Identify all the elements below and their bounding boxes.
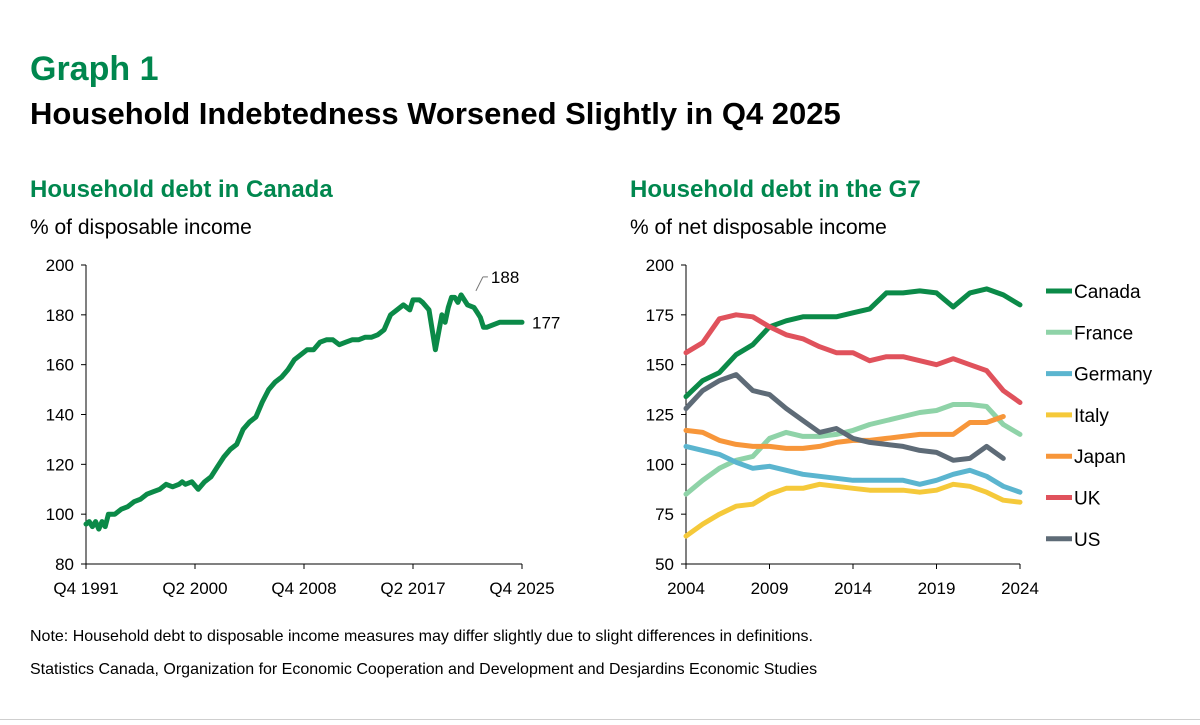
y-tick-label: 180 <box>46 306 74 325</box>
annotation-leader <box>475 276 484 292</box>
series-line-italy <box>683 481 1023 539</box>
x-tick-label: 2009 <box>751 579 789 598</box>
g7-debt-chart: 50 75 100 125 150 175 200 2004 2009 2014 2019 2024 C… <box>646 256 1153 598</box>
footnote: Note: Household debt to disposable incom… <box>30 628 813 645</box>
x-tick-label: Q2 2000 <box>162 579 227 598</box>
series-line-france <box>683 402 1023 497</box>
x-tick-label: Q2 2017 <box>380 579 445 598</box>
data-label-peak: 188 <box>491 268 519 287</box>
y-tick-label: 175 <box>646 306 674 325</box>
legend-label: Japan <box>1074 447 1126 468</box>
y-tick-label: 140 <box>46 406 74 425</box>
page-title: Household Indebtedness Worsened Slightly… <box>30 96 841 131</box>
x-tick-label: 2024 <box>1001 579 1039 598</box>
x-tick-label: 2019 <box>918 579 956 598</box>
legend-label: US <box>1074 530 1100 551</box>
data-label-latest: 177 <box>532 313 560 332</box>
x-tick-label: Q4 2008 <box>271 579 336 598</box>
y-tick-label: 125 <box>646 406 674 425</box>
y-tick-label: 100 <box>46 505 74 524</box>
bottom-divider <box>0 719 1200 720</box>
x-tick-label: 2014 <box>834 579 872 598</box>
y-tick-label: 80 <box>55 555 74 574</box>
y-tick-label: 120 <box>46 455 74 474</box>
x-tick-label: Q4 1991 <box>53 579 118 598</box>
graph-label: Graph 1 <box>30 50 159 88</box>
legend-label: France <box>1074 323 1133 344</box>
y-tick-label: 200 <box>46 256 74 275</box>
y-tick-label: 50 <box>655 555 674 574</box>
y-tick-label: 100 <box>646 455 674 474</box>
x-tick-label: Q4 2025 <box>489 579 554 598</box>
legend-label: UK <box>1074 489 1101 510</box>
left-chart-ylabel: % of disposable income <box>30 216 252 239</box>
legend-label: Canada <box>1074 282 1141 303</box>
y-tick-label: 200 <box>646 256 674 275</box>
series-line-canada <box>83 292 525 532</box>
canada-debt-chart: 80 100 120 140 160 180 200 Q4 1991 Q2 2000 Q4 200… <box>46 256 561 598</box>
right-chart-title: Household debt in the G7 <box>630 176 921 203</box>
legend-label: Germany <box>1074 365 1153 386</box>
series-line-japan <box>683 414 1006 451</box>
series-line-us <box>683 372 1006 463</box>
right-chart-ylabel: % of net disposable income <box>630 216 887 239</box>
y-tick-label: 150 <box>646 356 674 375</box>
source-line: Statistics Canada, Organization for Econ… <box>30 661 818 678</box>
y-tick-label: 160 <box>46 356 74 375</box>
legend-label: Italy <box>1074 406 1109 427</box>
y-tick-label: 75 <box>655 505 674 524</box>
series-line-germany <box>683 443 1023 495</box>
x-tick-label: 2004 <box>667 579 705 598</box>
left-chart-title: Household debt in Canada <box>30 176 333 203</box>
series-line-uk <box>683 312 1023 405</box>
series-line-canada <box>683 286 1023 400</box>
